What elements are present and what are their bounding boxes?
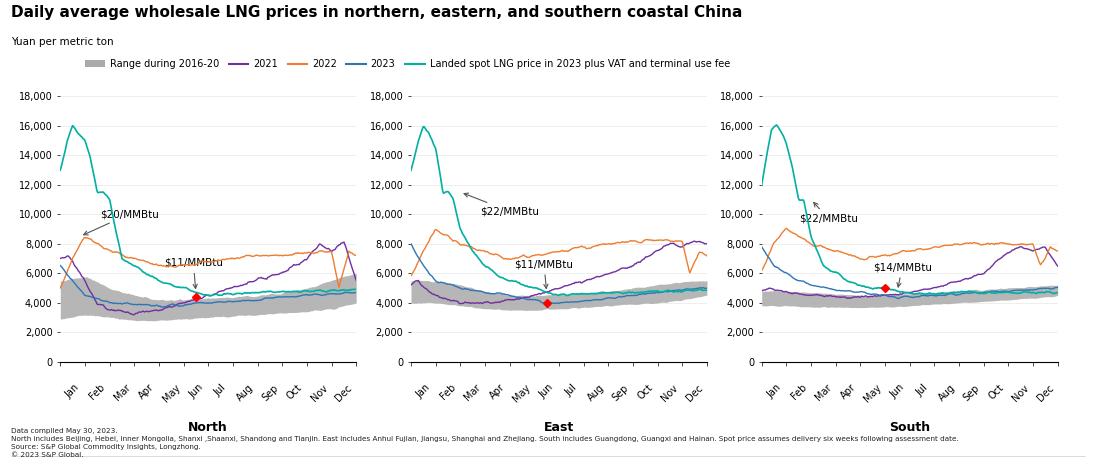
Text: Sep: Sep (260, 382, 279, 403)
Text: Jan: Jan (414, 382, 432, 400)
Text: $11/MMBtu: $11/MMBtu (515, 259, 573, 289)
Text: Nov: Nov (309, 382, 330, 403)
Text: $11/MMBtu: $11/MMBtu (163, 258, 222, 289)
Text: $20/MMBtu: $20/MMBtu (83, 209, 159, 235)
Text: $22/MMBtu: $22/MMBtu (799, 202, 858, 224)
Text: Oct: Oct (285, 382, 304, 402)
Text: May: May (861, 382, 883, 404)
Text: Daily average wholesale LNG prices in northern, eastern, and southern coastal Ch: Daily average wholesale LNG prices in no… (11, 5, 742, 20)
Text: Apr: Apr (838, 382, 857, 402)
Text: Dec: Dec (1035, 382, 1055, 403)
Text: Mar: Mar (813, 382, 833, 403)
Text: Aug: Aug (585, 382, 606, 403)
Text: East: East (544, 421, 574, 434)
Text: Nov: Nov (660, 382, 681, 403)
Text: Dec: Dec (333, 382, 354, 403)
Text: South: South (889, 421, 931, 434)
Text: Feb: Feb (88, 382, 107, 402)
Text: Jul: Jul (213, 382, 228, 398)
Text: Feb: Feb (438, 382, 458, 402)
Text: Yuan per metric ton: Yuan per metric ton (11, 37, 114, 47)
Legend: Range during 2016-20, 2021, 2022, 2023, Landed spot LNG price in 2023 plus VAT a: Range during 2016-20, 2021, 2022, 2023, … (81, 55, 733, 73)
Text: $22/MMBtu: $22/MMBtu (464, 193, 539, 216)
Text: Mar: Mar (112, 382, 132, 403)
Text: Feb: Feb (789, 382, 809, 402)
Text: Jan: Jan (765, 382, 783, 400)
Text: Jun: Jun (187, 382, 205, 400)
Text: Oct: Oct (636, 382, 654, 402)
Text: Jul: Jul (914, 382, 929, 398)
Text: $14/MMBtu: $14/MMBtu (872, 262, 932, 287)
Text: Apr: Apr (137, 382, 156, 402)
Text: Apr: Apr (488, 382, 506, 402)
Text: Mar: Mar (463, 382, 482, 403)
Text: May: May (160, 382, 182, 404)
Text: Nov: Nov (1011, 382, 1031, 403)
Text: Aug: Aug (235, 382, 255, 403)
Text: Data compiled May 30, 2023.
North includes Beijing, Hebei, Inner Mongolia, Shanx: Data compiled May 30, 2023. North includ… (11, 428, 959, 458)
Text: Sep: Sep (610, 382, 630, 403)
Text: May: May (511, 382, 533, 404)
Text: North: North (189, 421, 228, 434)
Text: Jul: Jul (563, 382, 579, 398)
Text: Sep: Sep (961, 382, 981, 403)
Text: Jan: Jan (64, 382, 81, 400)
Text: Oct: Oct (986, 382, 1005, 402)
Text: Jun: Jun (889, 382, 906, 400)
Text: Aug: Aug (936, 382, 957, 403)
Text: Jun: Jun (538, 382, 556, 400)
Text: Dec: Dec (684, 382, 705, 403)
